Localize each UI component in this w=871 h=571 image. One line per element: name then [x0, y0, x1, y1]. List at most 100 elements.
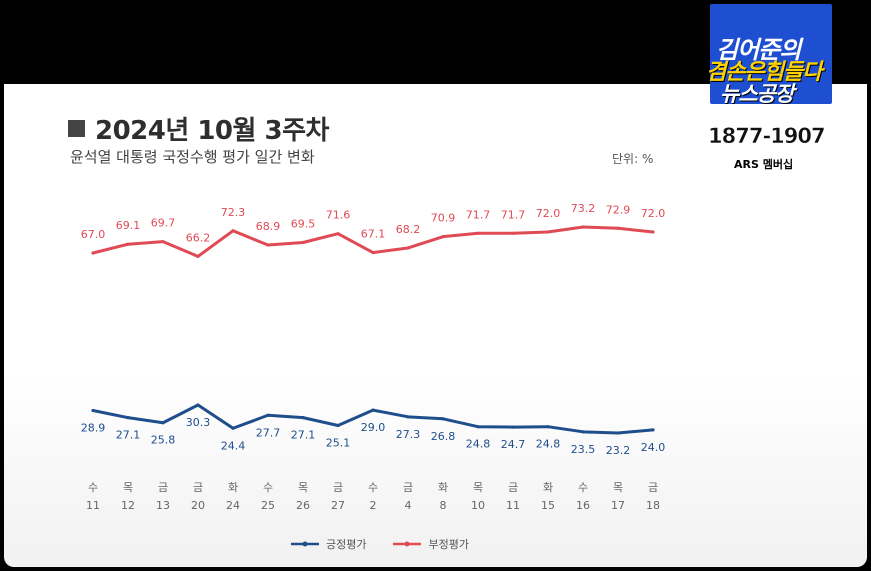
data-label-disapprove: 69.1: [116, 219, 141, 232]
data-label-approve: 24.7: [501, 438, 526, 451]
x-tick-weekday: 금: [648, 481, 658, 494]
point-disapprove: [231, 229, 235, 233]
data-label-disapprove: 72.3: [221, 206, 246, 219]
logo-background: [710, 4, 832, 104]
data-label-approve: 28.9: [81, 422, 106, 435]
x-tick-day: 2: [370, 499, 377, 512]
x-tick-weekday: 금: [508, 481, 518, 494]
point-approve: [336, 423, 340, 428]
x-tick-weekday: 화: [228, 481, 238, 494]
point-disapprove: [511, 231, 515, 235]
point-approve: [91, 408, 95, 413]
x-tick-day: 13: [156, 499, 170, 512]
data-label-disapprove: 71.6: [326, 209, 351, 222]
x-tick-day: 8: [440, 499, 447, 512]
x-tick-day: 18: [646, 499, 660, 512]
legend-approve-label: 긍정평가: [326, 538, 367, 551]
legend-disapprove-label: 부정평가: [428, 538, 469, 551]
point-disapprove: [196, 254, 200, 258]
show-logo: 김어준의 겸손은힘들다 뉴스공장: [706, 4, 832, 116]
x-tick-weekday: 목: [473, 481, 483, 494]
data-label-approve: 24.4: [221, 439, 246, 452]
data-label-disapprove: 69.5: [291, 218, 316, 231]
point-approve: [476, 425, 480, 429]
x-tick-weekday: 수: [578, 481, 588, 494]
point-disapprove: [126, 242, 130, 246]
x-tick-day: 20: [191, 499, 205, 512]
data-label-approve: 23.2: [606, 444, 631, 457]
x-tick-day: 25: [261, 499, 275, 512]
point-disapprove: [371, 250, 375, 255]
point-approve: [371, 408, 375, 412]
point-approve: [581, 430, 585, 434]
point-disapprove: [91, 251, 95, 255]
data-label-approve: 30.3: [186, 416, 211, 429]
x-tick-weekday: 금: [158, 481, 168, 494]
point-approve: [196, 403, 200, 407]
data-label-approve: 27.7: [256, 426, 281, 439]
logo-line2: 겸손은힘들다: [706, 60, 822, 85]
point-disapprove: [266, 243, 270, 247]
x-tick-day: 24: [226, 499, 240, 512]
x-tick-weekday: 금: [403, 481, 413, 494]
data-label-disapprove: 68.9: [256, 220, 281, 233]
unit-label: 단위: %: [612, 152, 654, 166]
point-approve: [231, 426, 235, 430]
data-label-disapprove: 66.2: [186, 231, 211, 244]
data-label-disapprove: 67.1: [361, 228, 386, 241]
point-disapprove: [616, 226, 620, 230]
data-label-approve: 23.5: [571, 443, 596, 456]
point-disapprove: [406, 246, 410, 250]
data-label-disapprove: 73.2: [571, 202, 596, 215]
x-tick-weekday: 수: [368, 481, 378, 494]
point-approve: [546, 425, 550, 429]
x-tick-weekday: 목: [613, 481, 623, 494]
x-tick-weekday: 금: [333, 481, 343, 494]
point-disapprove: [161, 240, 165, 244]
ars-phone-number: 1877-1907: [708, 124, 826, 149]
point-disapprove: [301, 240, 305, 245]
legend-item-disapprove: 부정평가: [392, 536, 469, 552]
data-label-disapprove: 69.7: [151, 217, 176, 230]
x-tick-day: 10: [471, 499, 485, 512]
point-disapprove: [476, 231, 480, 235]
data-label-approve: 27.3: [396, 428, 421, 441]
data-label-disapprove: 70.9: [431, 212, 456, 225]
x-tick-day: 11: [86, 499, 100, 512]
x-tick-weekday: 화: [543, 481, 553, 494]
point-disapprove: [651, 230, 655, 234]
x-tick-weekday: 목: [123, 481, 133, 494]
logo-line3: 뉴스공장: [720, 82, 794, 106]
x-tick-day: 27: [331, 499, 345, 512]
data-label-approve: 25.1: [326, 437, 351, 450]
logo-line1: 김어준의: [716, 36, 801, 64]
point-disapprove: [336, 232, 340, 236]
data-label-disapprove: 67.0: [81, 228, 106, 241]
data-label-approve: 24.8: [466, 438, 491, 451]
point-approve: [161, 421, 165, 425]
point-approve: [441, 417, 445, 421]
legend-approve-swatch: [291, 541, 319, 547]
point-approve: [126, 416, 130, 420]
legend-item-approve: 긍정평가: [290, 536, 366, 552]
point-disapprove: [581, 225, 585, 229]
point-approve: [266, 413, 270, 417]
point-approve: [301, 416, 305, 420]
x-tick-weekday: 수: [263, 481, 273, 494]
point-disapprove: [546, 230, 550, 234]
x-tick-day: 26: [296, 499, 310, 512]
data-label-disapprove: 71.7: [466, 208, 491, 221]
x-tick-day: 11: [506, 499, 520, 512]
data-label-disapprove: 72.9: [606, 203, 631, 216]
ars-membership-label: ARS 멤버십: [734, 158, 794, 171]
x-tick-weekday: 수: [88, 481, 98, 494]
chart-title: 2024년 10월 3주차: [68, 110, 329, 147]
x-tick-day: 12: [121, 499, 135, 512]
point-disapprove: [441, 235, 445, 239]
chart-panel: [4, 84, 867, 567]
point-approve: [511, 425, 515, 429]
data-label-approve: 26.8: [431, 430, 456, 443]
x-tick-day: 16: [576, 499, 590, 512]
data-label-approve: 24.8: [536, 438, 561, 451]
